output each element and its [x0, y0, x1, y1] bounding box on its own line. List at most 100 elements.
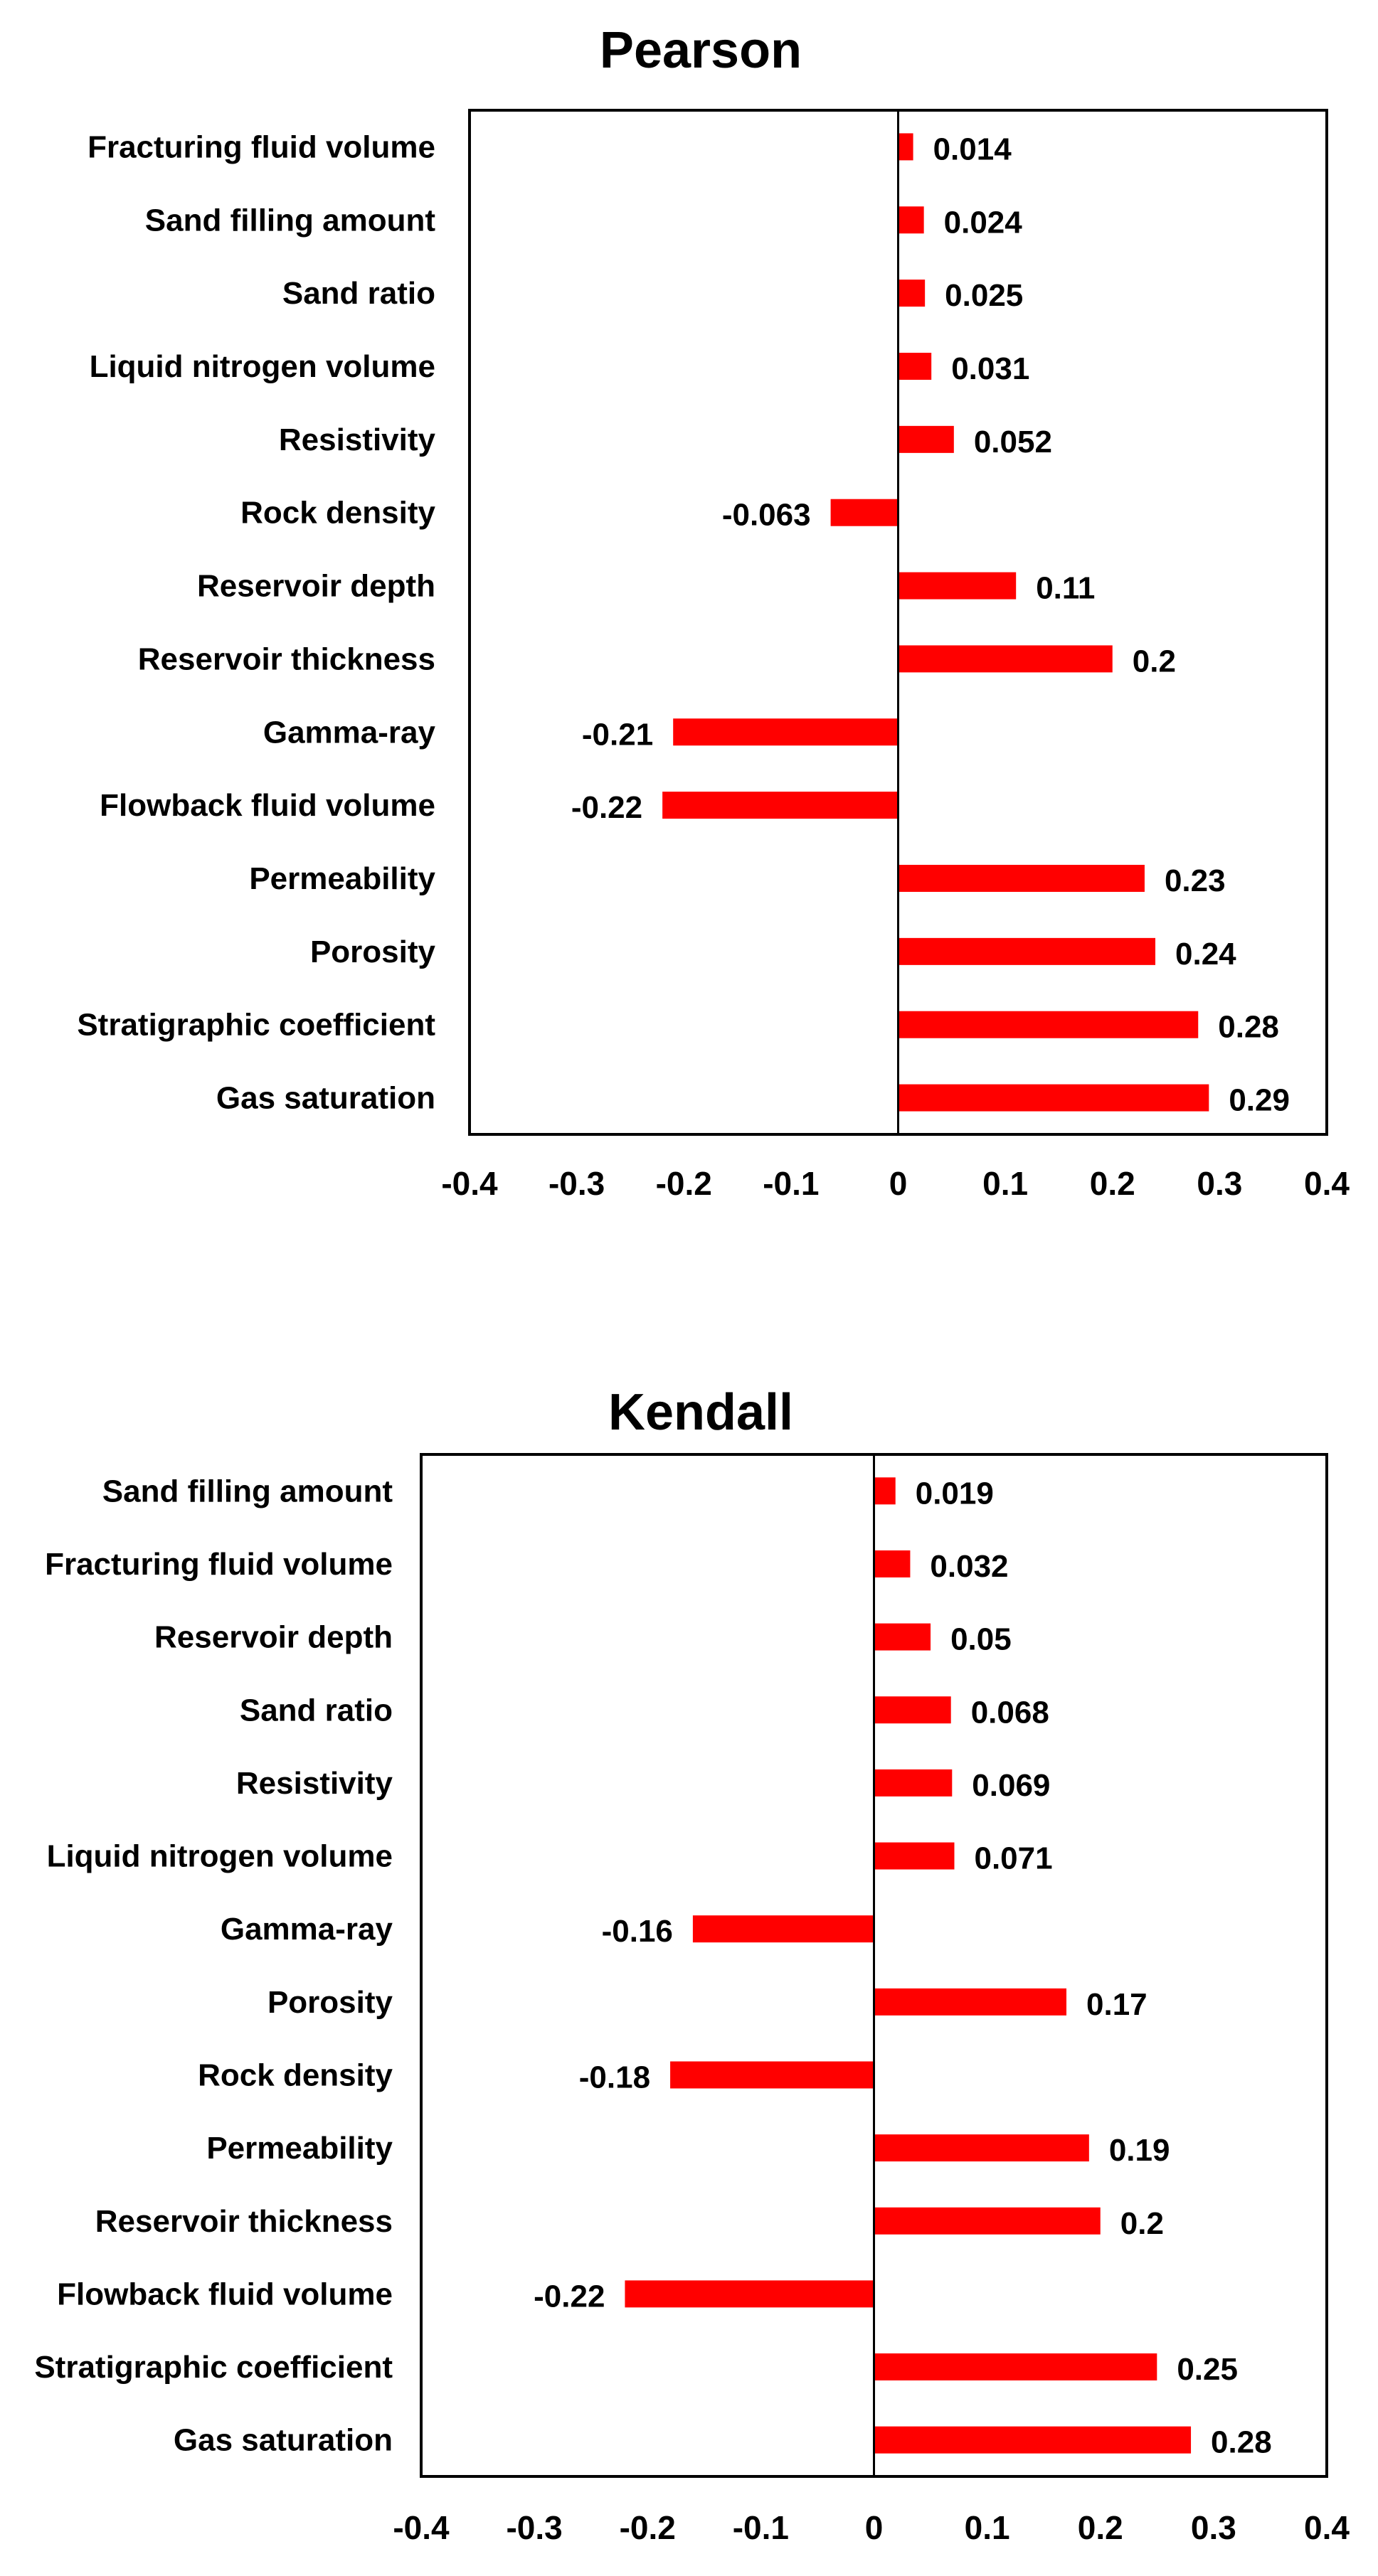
value-label: 0.071	[974, 1841, 1052, 1876]
x-tick-label: 0.1	[982, 1165, 1028, 1202]
bar	[625, 2280, 874, 2308]
category-label: Fracturing fluid volume	[45, 1547, 393, 1582]
category-label: Gas saturation	[174, 2423, 393, 2458]
bar	[898, 1084, 1209, 1112]
bar	[874, 1842, 955, 1870]
bar	[898, 865, 1145, 892]
x-tick-label: -0.2	[656, 1165, 712, 1202]
bar	[898, 280, 926, 307]
x-tick-label: 0.4	[1304, 1165, 1350, 1202]
value-label: 0.069	[972, 1768, 1050, 1803]
bar	[898, 572, 1017, 600]
bar	[874, 1696, 951, 1724]
kendall-chart: Kendall Sand filling amount 0.019 Fracturi…	[34, 1384, 1350, 2546]
category-label: Porosity	[310, 935, 436, 969]
bar	[830, 499, 899, 526]
value-label: -0.22	[534, 2279, 605, 2314]
category-label: Reservoir thickness	[138, 642, 435, 676]
x-tick-label: 0.2	[1090, 1165, 1135, 1202]
value-label: 0.19	[1109, 2133, 1170, 2168]
value-label: 0.29	[1229, 1083, 1290, 1118]
value-label: 0.031	[951, 351, 1029, 386]
value-label: 0.17	[1086, 1987, 1148, 2022]
value-label: 0.25	[1177, 2352, 1238, 2387]
category-label: Flowback fluid volume	[57, 2277, 393, 2311]
chart-title: Pearson	[600, 22, 802, 79]
x-tick-label: -0.1	[733, 2509, 789, 2546]
value-label: 0.032	[930, 1549, 1008, 1584]
pearson-chart: Pearson Fracturing fluid volume 0.014 Sand…	[77, 22, 1350, 1202]
value-label: 0.23	[1165, 863, 1226, 898]
category-label: Flowback fluid volume	[100, 788, 435, 823]
bar	[874, 1477, 896, 1505]
category-label: Gamma-ray	[263, 715, 436, 750]
value-label: 0.11	[1036, 571, 1095, 606]
bar	[874, 2134, 1089, 2162]
bar	[898, 206, 924, 234]
x-tick-label: 0.2	[1078, 2509, 1123, 2546]
category-label: Sand ratio	[282, 276, 435, 311]
bar	[692, 1915, 874, 1943]
x-tick-label: -0.4	[393, 2509, 450, 2546]
bar	[874, 1769, 953, 1797]
x-tick-label: -0.1	[763, 1165, 819, 1202]
bar	[898, 353, 932, 380]
x-tick-label: 0.1	[965, 2509, 1010, 2546]
x-tick-label: -0.3	[506, 2509, 562, 2546]
value-label: 0.2	[1120, 2206, 1164, 2241]
bar	[874, 1550, 911, 1577]
category-label: Reservoir depth	[154, 1620, 393, 1655]
value-label: -0.18	[579, 2060, 650, 2095]
bar	[898, 425, 954, 453]
category-label: Liquid nitrogen volume	[90, 349, 435, 384]
bar	[898, 645, 1113, 673]
category-label: Sand ratio	[240, 1693, 393, 1728]
x-tick-label: -0.3	[548, 1165, 605, 1202]
category-label: Permeability	[249, 861, 435, 896]
value-label: 0.28	[1211, 2425, 1272, 2460]
x-tick-label: 0	[889, 1165, 908, 1202]
x-tick-label: -0.2	[620, 2509, 676, 2546]
bar	[898, 133, 913, 161]
x-tick-label: 0.3	[1191, 2509, 1236, 2546]
value-label: 0.28	[1218, 1010, 1279, 1045]
category-label: Sand filling amount	[102, 1474, 393, 1508]
bar	[874, 2426, 1192, 2454]
value-label: 0.024	[944, 205, 1023, 240]
bar	[673, 718, 899, 746]
x-tick-label: 0.4	[1304, 2509, 1350, 2546]
value-label: 0.019	[916, 1476, 994, 1511]
category-label: Stratigraphic coefficient	[34, 2350, 393, 2385]
value-label: -0.16	[602, 1914, 673, 1949]
category-label: Gas saturation	[216, 1081, 435, 1116]
category-label: Rock density	[198, 2058, 393, 2092]
category-label: Resistivity	[279, 422, 436, 457]
bar	[670, 2061, 874, 2089]
bar	[898, 1011, 1199, 1038]
chart-title: Kendall	[608, 1384, 793, 1441]
bar	[874, 1623, 931, 1651]
x-tick-label: 0	[865, 2509, 884, 2546]
value-label: 0.014	[933, 132, 1012, 166]
value-label: 0.052	[974, 425, 1052, 459]
category-label: Sand filling amount	[145, 203, 436, 238]
value-label: 0.2	[1133, 644, 1176, 678]
value-label: 0.068	[971, 1695, 1049, 1730]
value-label: 0.24	[1175, 937, 1236, 972]
bar	[874, 2207, 1101, 2235]
category-label: Gamma-ray	[221, 1912, 393, 1947]
value-label: -0.21	[582, 717, 653, 752]
category-label: Liquid nitrogen volume	[47, 1839, 393, 1874]
value-label: 0.05	[950, 1622, 1012, 1657]
category-label: Fracturing fluid volume	[88, 129, 435, 164]
value-label: -0.22	[571, 790, 642, 825]
value-label: -0.063	[722, 498, 811, 533]
bar	[898, 937, 1155, 965]
category-label: Porosity	[267, 1985, 393, 2020]
x-tick-label: -0.4	[441, 1165, 498, 1202]
x-tick-label: 0.3	[1197, 1165, 1242, 1202]
category-label: Reservoir depth	[197, 569, 435, 604]
value-label: 0.025	[945, 278, 1023, 313]
